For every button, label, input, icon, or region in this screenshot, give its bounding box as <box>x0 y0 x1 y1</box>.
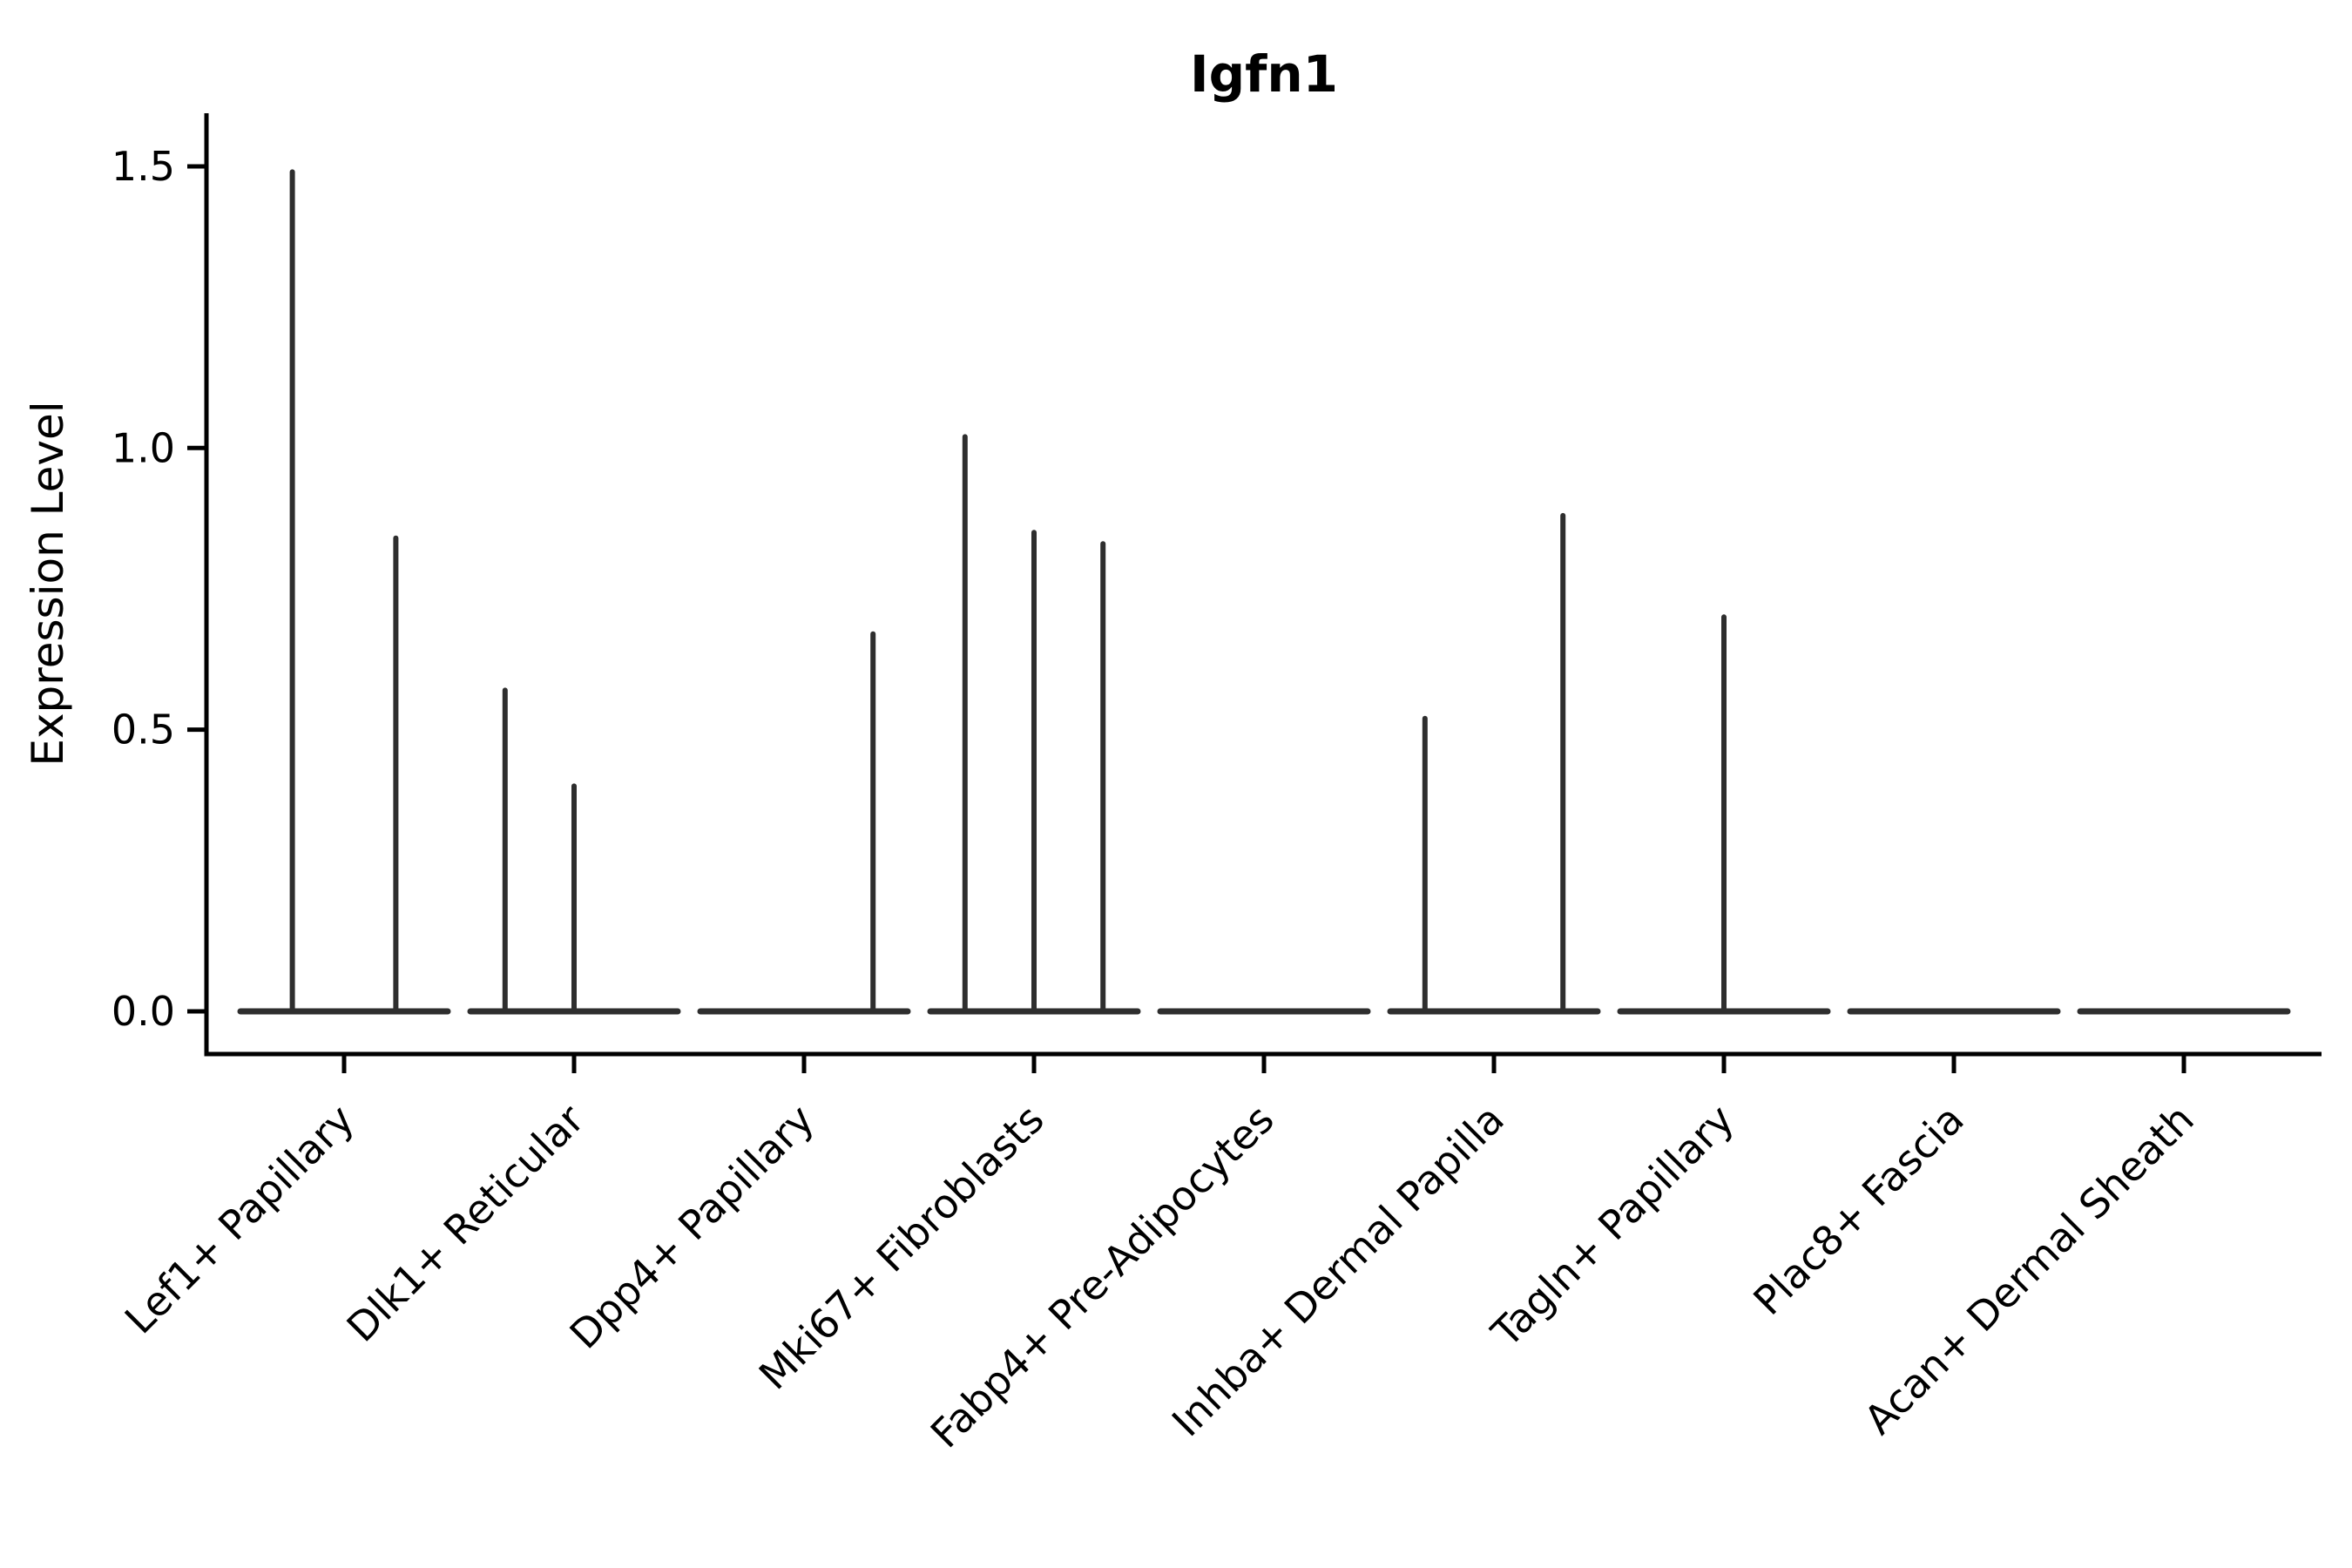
x-category-label: Plac8+ Fascia <box>1744 1096 1972 1324</box>
x-category-label: Dlk1+ Reticular <box>338 1096 593 1351</box>
x-category-label: Dpp4+ Papillary <box>561 1096 823 1358</box>
y-tick-label: 1.5 <box>112 143 175 190</box>
y-tick-labels: 0.0 0.5 1.0 1.5 <box>112 143 175 1035</box>
y-tick-label: 0.5 <box>112 706 175 754</box>
violins-layer <box>237 169 2291 1015</box>
x-category-label: Lef1+ Papillary <box>116 1096 363 1343</box>
x-category-label: Tagln+ Papillary <box>1482 1096 1743 1357</box>
axes-layer <box>187 113 2322 1073</box>
y-tick-label: 1.0 <box>112 424 175 471</box>
y-tick-label: 0.0 <box>112 988 175 1035</box>
y-axis-label: Expression Level <box>23 401 73 766</box>
axis-spines <box>204 113 2322 1057</box>
chart-title: Igfn1 <box>1190 44 1338 104</box>
